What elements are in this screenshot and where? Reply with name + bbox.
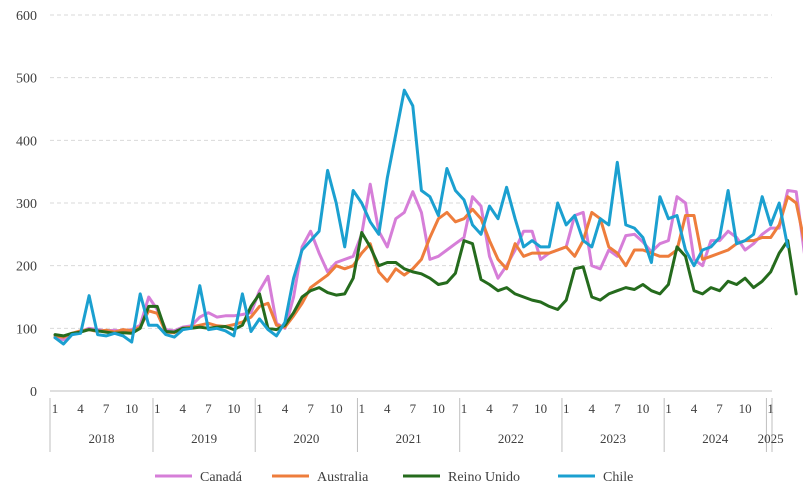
x-tick-label: 10 xyxy=(125,401,138,416)
legend: Canadá Australia Reino Unido Chile xyxy=(155,470,633,485)
legend-label: Chile xyxy=(603,470,633,485)
year-label: 2022 xyxy=(498,431,524,446)
series-line-australia xyxy=(53,195,803,339)
x-tick-label: 4 xyxy=(384,401,391,416)
y-axis: 0 100 200 300 400 500 600 xyxy=(16,9,37,400)
legend-item: Australia xyxy=(272,470,369,485)
y-tick-label: 0 xyxy=(30,385,37,400)
y-tick-label: 100 xyxy=(16,322,37,337)
y-tick-label: 200 xyxy=(16,260,37,275)
x-tick-label: 4 xyxy=(486,401,493,416)
x-axis: 1 4 7 10 1 4 7 10 1 4 7 10 1 4 7 10 1 4 7 10 1 4 7 10 1 4 7 10 1 2018… xyxy=(49,398,784,452)
year-label: 2024 xyxy=(702,431,729,446)
legend-label: Reino Unido xyxy=(448,470,520,485)
x-tick-label: 1 xyxy=(461,401,468,416)
series-line-chile xyxy=(53,88,790,346)
y-tick-label: 600 xyxy=(16,9,37,24)
year-label: 2021 xyxy=(396,431,422,446)
x-tick-label: 7 xyxy=(307,401,314,416)
legend-label: Australia xyxy=(317,470,369,485)
x-tick-label: 4 xyxy=(282,401,289,416)
x-tick-label: 10 xyxy=(330,401,343,416)
x-tick-label: 4 xyxy=(589,401,596,416)
x-tick-label: 10 xyxy=(636,401,649,416)
x-tick-label: 7 xyxy=(614,401,621,416)
x-tick-label: 1 xyxy=(256,401,263,416)
legend-item: Canadá xyxy=(155,470,243,485)
x-tick-label: 4 xyxy=(691,401,698,416)
x-tick-label: 7 xyxy=(205,401,212,416)
x-tick-label: 10 xyxy=(227,401,240,416)
x-tick-label: 1 xyxy=(358,401,365,416)
y-tick-label: 400 xyxy=(16,134,37,149)
year-label: 2025 xyxy=(758,431,784,446)
x-tick-label: 1 xyxy=(154,401,161,416)
legend-label: Canadá xyxy=(200,470,243,485)
legend-item: Chile xyxy=(558,470,633,485)
x-tick-label: 1 xyxy=(767,401,774,416)
x-tick-label: 10 xyxy=(739,401,752,416)
series-lines xyxy=(53,88,803,346)
gridlines xyxy=(50,14,772,392)
series-line-reino-unido xyxy=(53,231,798,338)
x-tick-label: 7 xyxy=(716,401,723,416)
y-tick-label: 500 xyxy=(16,72,37,87)
x-tick-label: 4 xyxy=(180,401,187,416)
x-tick-label: 1 xyxy=(563,401,570,416)
x-tick-label: 7 xyxy=(103,401,110,416)
x-tick-label: 7 xyxy=(410,401,417,416)
year-label: 2023 xyxy=(600,431,626,446)
x-tick-label: 10 xyxy=(534,401,547,416)
year-label: 2020 xyxy=(293,431,319,446)
year-label: 2019 xyxy=(191,431,217,446)
legend-item: Reino Unido xyxy=(403,470,520,485)
x-tick-label: 7 xyxy=(512,401,519,416)
y-tick-label: 300 xyxy=(16,197,37,212)
x-tick-label: 10 xyxy=(432,401,445,416)
year-label: 2018 xyxy=(88,431,114,446)
x-tick-label: 1 xyxy=(52,401,59,416)
x-tick-label: 4 xyxy=(77,401,84,416)
x-tick-label: 1 xyxy=(665,401,672,416)
